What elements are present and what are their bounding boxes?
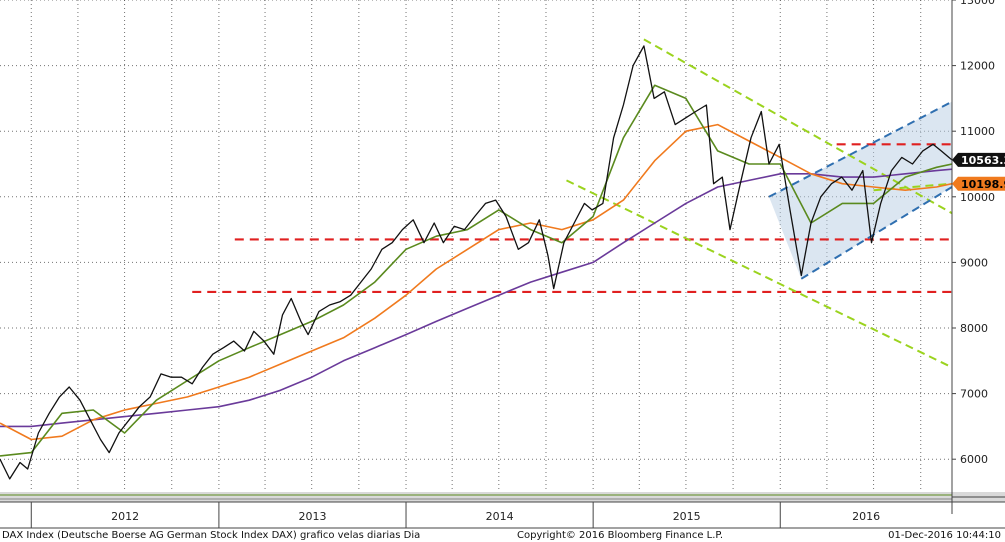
x-tick-label: 2015 <box>673 510 701 523</box>
trend-line <box>566 179 952 369</box>
value-tag-label: 10563.39 <box>961 154 1005 167</box>
copyright-notice: Copyright© 2016 Bloomberg Finance L.P. <box>517 530 724 541</box>
y-tick-label: 12000 <box>960 60 995 73</box>
chart-timestamp: 01-Dec-2016 10:44:10 <box>888 530 1001 541</box>
x-axis: 2012 2013 2014 2015 2016 <box>30 502 880 528</box>
x-tick-label: 2012 <box>111 510 139 523</box>
value-tag-bg <box>952 152 1005 167</box>
chart-series <box>0 45 952 480</box>
value-tag-label: 10198.90 <box>961 178 1005 191</box>
series-line-0 <box>0 45 952 480</box>
y-axis: 6000 7000 8000 9000 10000 11000 12000 13000 <box>952 0 995 466</box>
channel-fill <box>768 101 952 279</box>
x-tick-label: 2013 <box>298 510 326 523</box>
y-tick-label: 6000 <box>960 453 988 466</box>
y-tick-label: 7000 <box>960 388 988 401</box>
trend-line <box>873 182 952 192</box>
chart-annotations <box>192 38 952 369</box>
y-tick-label: 13000 <box>960 0 995 7</box>
current-value-tags: 10563.39 10198.90 <box>952 152 1005 191</box>
y-tick-label: 9000 <box>960 256 988 269</box>
plot-area <box>0 38 952 480</box>
y-tick-label: 11000 <box>960 125 995 138</box>
trend-line <box>800 186 952 280</box>
series-line-1 <box>0 84 952 457</box>
x-tick-label: 2014 <box>486 510 514 523</box>
trend-line <box>768 100 952 198</box>
chart-description: DAX Index (Deutsche Boerse AG German Sto… <box>2 530 421 541</box>
x-tick-label: 2016 <box>852 510 880 523</box>
y-tick-label: 8000 <box>960 322 988 335</box>
volume-band <box>0 492 1005 502</box>
value-tag-bg <box>952 176 1005 191</box>
trend-line <box>643 38 952 215</box>
chart-grid <box>0 0 952 492</box>
series-line-3 <box>0 168 952 428</box>
y-tick-label: 10000 <box>960 191 995 204</box>
series-line-2 <box>0 123 952 441</box>
